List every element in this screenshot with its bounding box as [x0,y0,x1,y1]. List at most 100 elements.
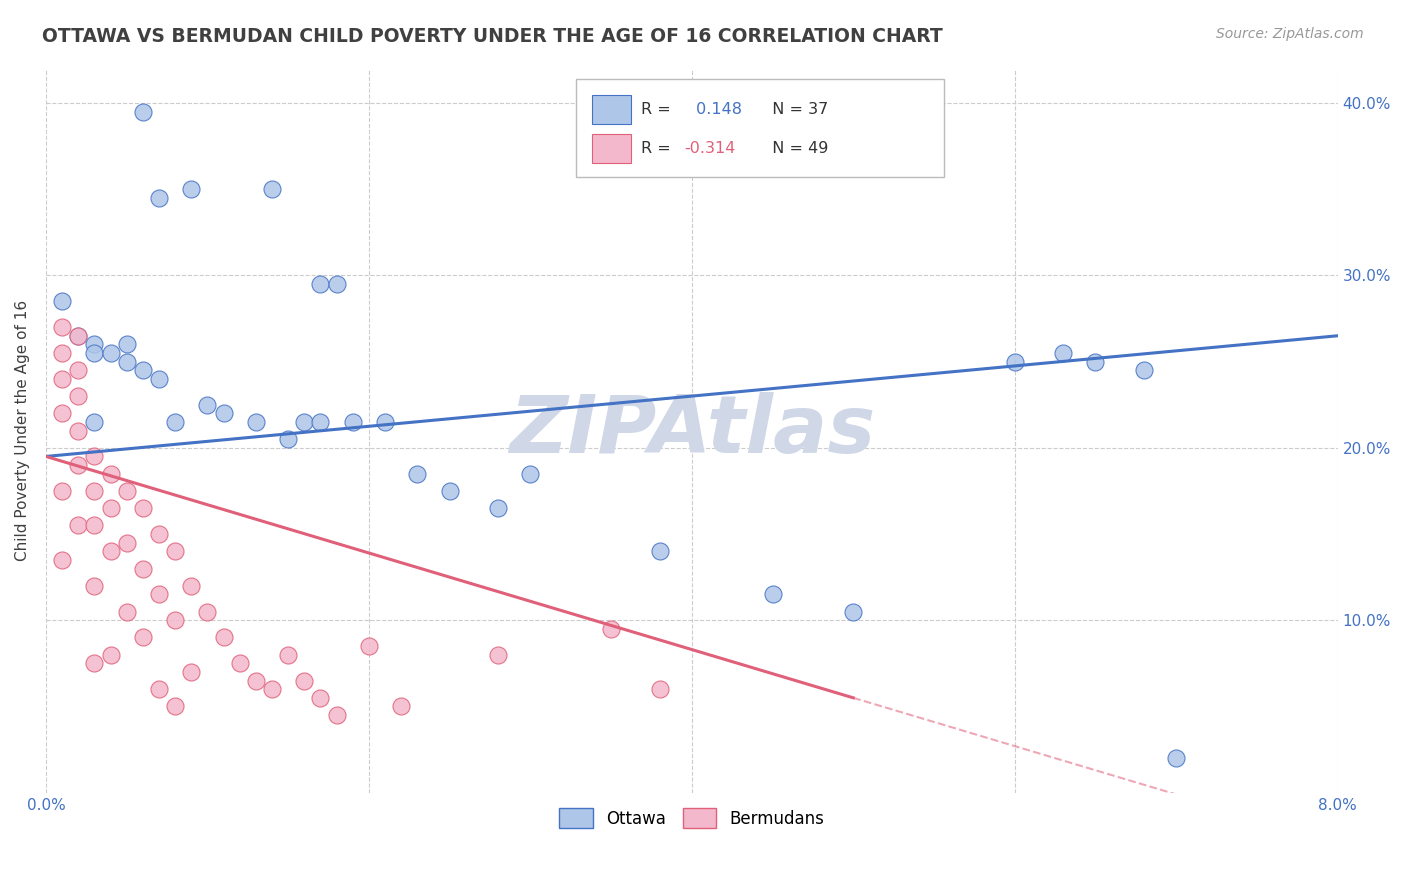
Point [115,605,138,619]
Point [100,544,122,558]
Point [67,518,90,533]
Text: N = 49: N = 49 [762,141,828,156]
Point [83,450,105,464]
Point [389,699,412,714]
Point [51,294,73,309]
Point [115,483,138,498]
Point [325,277,347,291]
Y-axis label: Child Poverty Under the Age of 16: Child Poverty Under the Age of 16 [15,300,30,561]
Point [51,406,73,420]
Point [148,527,170,541]
Point [67,328,90,343]
Text: -0.314: -0.314 [685,141,735,156]
Point [180,579,202,593]
Point [83,415,105,429]
Point [309,277,332,291]
Point [148,372,170,386]
Point [277,648,299,662]
Point [100,648,122,662]
Point [132,363,155,377]
Point [115,535,138,549]
Point [83,483,105,498]
Point [260,182,283,196]
Point [648,544,671,558]
Point [212,631,235,645]
Point [486,501,509,516]
Point [148,587,170,601]
Point [212,406,235,420]
Point [245,673,267,688]
Point [842,605,865,619]
Legend: Ottawa, Bermudans: Ottawa, Bermudans [553,801,831,835]
Point [165,613,187,627]
Point [486,648,509,662]
Point [132,104,155,119]
Point [67,328,90,343]
Text: N = 37: N = 37 [762,103,828,117]
Point [1133,363,1156,377]
Point [132,501,155,516]
Point [277,432,299,446]
Point [180,665,202,679]
FancyBboxPatch shape [575,79,943,178]
Point [648,682,671,697]
Point [83,518,105,533]
Point [1052,346,1074,360]
Point [309,690,332,705]
Point [292,415,315,429]
Text: R =: R = [641,103,676,117]
Point [180,182,202,196]
Point [325,708,347,723]
Point [197,605,219,619]
Point [100,346,122,360]
Point [260,682,283,697]
Point [245,415,267,429]
Text: Source: ZipAtlas.com: Source: ZipAtlas.com [1216,27,1364,41]
Point [51,320,73,334]
Point [83,337,105,351]
Point [1084,354,1107,368]
Point [439,483,461,498]
Point [67,458,90,472]
Point [309,415,332,429]
Point [51,553,73,567]
Point [342,415,364,429]
Point [132,631,155,645]
Text: ZIPAtlas: ZIPAtlas [509,392,875,469]
Point [51,483,73,498]
Point [1166,751,1188,765]
Point [100,501,122,516]
Text: R =: R = [641,141,676,156]
Point [83,579,105,593]
Point [357,639,380,653]
Point [165,699,187,714]
Point [761,587,783,601]
Point [51,372,73,386]
Point [1004,354,1026,368]
Point [132,561,155,575]
Point [115,354,138,368]
Point [519,467,541,481]
Point [406,467,429,481]
Point [67,424,90,438]
Point [148,191,170,205]
Point [374,415,396,429]
Text: OTTAWA VS BERMUDAN CHILD POVERTY UNDER THE AGE OF 16 CORRELATION CHART: OTTAWA VS BERMUDAN CHILD POVERTY UNDER T… [42,27,943,45]
Point [292,673,315,688]
Point [165,415,187,429]
Point [83,346,105,360]
Point [83,657,105,671]
Point [67,363,90,377]
Text: 0.148: 0.148 [690,103,741,117]
FancyBboxPatch shape [592,95,631,124]
Point [100,467,122,481]
Point [67,389,90,403]
Point [148,682,170,697]
Point [228,657,250,671]
Point [600,622,623,636]
Point [115,337,138,351]
Point [197,398,219,412]
FancyBboxPatch shape [592,134,631,162]
Point [165,544,187,558]
Point [51,346,73,360]
